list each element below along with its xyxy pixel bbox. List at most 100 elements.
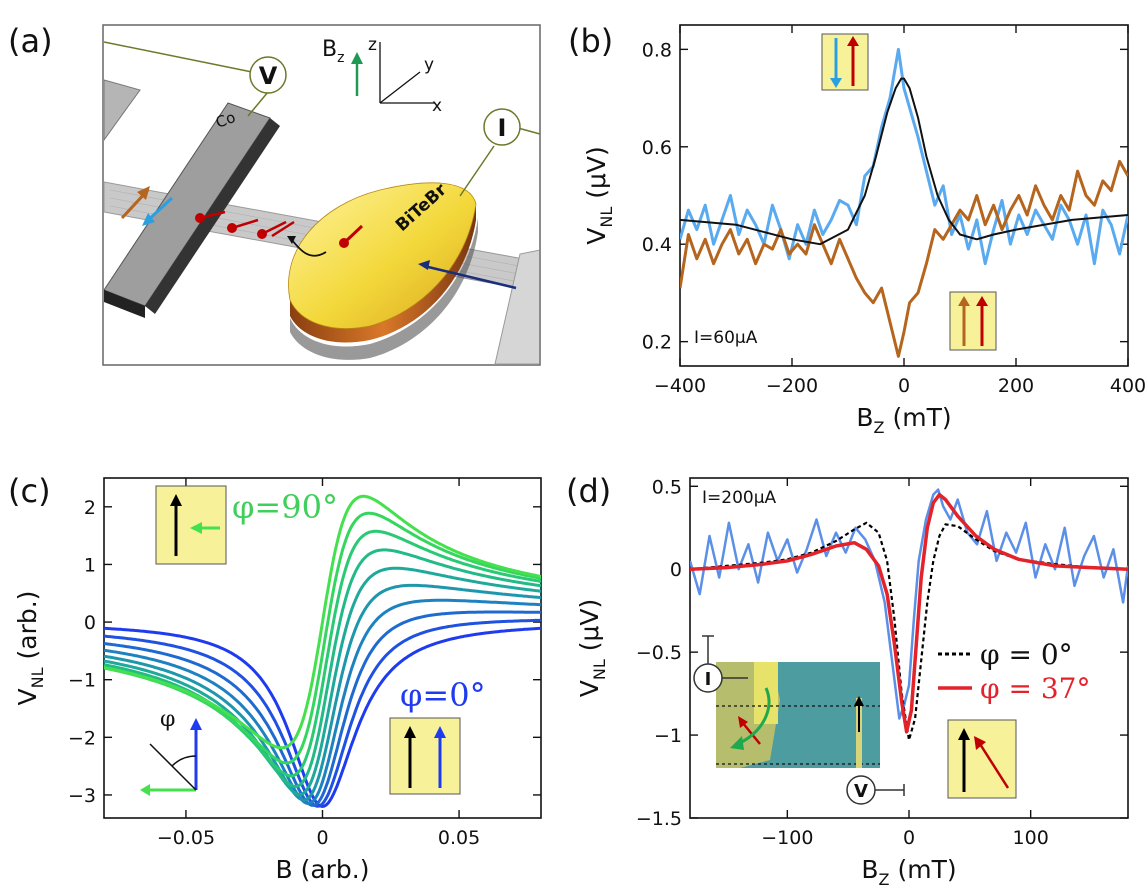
flake-spin-arrow	[342, 224, 364, 245]
diffusion-arrowhead	[287, 236, 296, 244]
left-electrode	[104, 79, 141, 141]
panel-b: (b) −400 −200 0 200 400 0.2 0.4 0.6 0.8 BZ (mT) VN…	[568, 22, 1146, 437]
co-electrode-side	[104, 290, 145, 318]
series-line-1	[680, 159, 1128, 358]
spin-arrowhead-blue	[142, 213, 155, 226]
inset-v-label: V	[854, 781, 868, 802]
axis-z-label: z	[368, 35, 377, 55]
x-axis-label: BZ (mT)	[856, 403, 951, 437]
antiparallel-arrowhead-down	[830, 78, 842, 88]
phi-curve-40	[104, 583, 541, 802]
current-arrowhead	[418, 260, 430, 270]
y-tick-label: 0.6	[642, 137, 672, 159]
y-axis-label-sub: NL	[590, 659, 609, 680]
flake-side	[290, 204, 476, 343]
y-axis-label-unit: (μV)	[575, 599, 604, 659]
panel-label-a: (a)	[8, 22, 53, 60]
antiparallel-icon	[821, 33, 869, 91]
inset-current-head	[730, 736, 744, 750]
y-axis-label-sub: NL	[597, 207, 616, 228]
coordinate-axes	[379, 42, 435, 104]
x-tick-label: 100	[1013, 827, 1049, 849]
y-tick-label: −1	[68, 670, 96, 692]
y-tick-label: 0.2	[642, 332, 672, 354]
y-tick-label: −1	[654, 725, 682, 747]
panel-label-b: (b)	[568, 22, 613, 60]
phi0-label: φ=0°	[400, 676, 486, 714]
x-tick-label: 0	[898, 375, 910, 397]
panel-label-c: (c)	[8, 472, 51, 510]
y-tick-label: 0	[84, 612, 96, 634]
antiparallel-arrowhead-up	[847, 36, 859, 46]
x-tick-label: 400	[1110, 375, 1146, 397]
inset-arrowhead-blue	[190, 718, 202, 730]
bz-arrowhead	[351, 52, 363, 64]
y-axis-label: VNL (μV)	[582, 146, 616, 244]
phi90-arrowhead-black	[170, 494, 182, 506]
v-probe-lead	[247, 91, 269, 117]
y-axis-label-unit: (arb.)	[13, 591, 42, 668]
phi-curve-50	[104, 566, 541, 796]
i-probe-label: I	[498, 114, 507, 142]
plot-area	[680, 47, 1128, 358]
phi37-arrowhead-black	[958, 728, 970, 740]
y-tick-label: −0.5	[636, 642, 682, 664]
x-tick-label: 0	[316, 827, 328, 849]
x-axis-label: B (arb.)	[275, 855, 369, 884]
inset-angle-arc	[171, 755, 197, 767]
i-probe-wire	[517, 127, 541, 135]
bitebr-flake	[288, 182, 477, 329]
x-tick-label: 200	[998, 375, 1034, 397]
y-tick-label: 0.5	[652, 476, 682, 498]
parallel-arrowhead-red	[976, 296, 988, 306]
current-annotation: I=200μA	[702, 488, 777, 508]
co-label: Co	[213, 108, 238, 132]
spin-chain	[195, 210, 295, 239]
x-tick-label: −100	[761, 827, 813, 849]
panel-d: (d) −100 0 100−1.5−1−0.500.5BZ (mT)VNL (μV…	[566, 472, 1129, 889]
panel-a: (a) Co	[8, 22, 541, 366]
phi0-arrowhead-blue	[434, 726, 446, 738]
plot-area	[104, 494, 541, 809]
v-probe	[249, 56, 287, 94]
inset-spin-black-head	[854, 696, 864, 706]
series-line-0	[680, 47, 1128, 266]
x-axis-label-sub: Z	[879, 870, 890, 889]
phi37-arrowhead-red	[974, 736, 986, 750]
y-axis-label-unit: (μV)	[582, 146, 611, 206]
x-tick-label: −0.05	[157, 827, 215, 849]
series-line-2	[690, 488, 1128, 720]
y-tick-label: 0.8	[642, 39, 672, 61]
axis-y-label: y	[424, 55, 434, 75]
phi-curve-0	[104, 626, 541, 809]
inset-arrowhead-green	[140, 784, 150, 796]
current-arrow	[423, 264, 517, 290]
inset-phi-label: φ	[160, 707, 175, 732]
phi-curve-60	[104, 548, 541, 788]
inset-current-path	[737, 687, 771, 746]
phi-curve-30	[104, 598, 541, 806]
x-axis-label: BZ (mT)	[861, 855, 956, 889]
phi-curve-20	[104, 610, 541, 807]
x-tick-label: −200	[766, 375, 818, 397]
bz-label: Bz	[322, 37, 344, 66]
i-probe-lead	[459, 145, 495, 197]
series-line-2	[680, 77, 1128, 246]
panel-label-d: (d)	[566, 472, 611, 510]
x-tick-label: 0	[903, 827, 915, 849]
plot-area	[690, 488, 1128, 742]
diffusion-path	[291, 239, 327, 257]
current-annotation: I=60μA	[694, 328, 758, 348]
panel-c-plot: −0.05 0 0.05 −3 −2 −1 0 1 2 B (arb.) VNL (arb.)	[13, 477, 542, 884]
phi-curve-10	[104, 618, 541, 808]
spin-arrowhead-brown	[137, 186, 150, 200]
y-axis-label: VNL (arb.)	[13, 591, 47, 706]
inset-contact	[856, 698, 862, 768]
y-axis-label-sub: NL	[28, 667, 47, 688]
x-tick-label: 0.05	[438, 827, 480, 849]
panel-d-plot: −100 0 100−1.5−1−0.500.5BZ (mT)VNL (μV)I=2…	[575, 476, 1129, 889]
panel-b-plot: −400 −200 0 200 400 0.2 0.4 0.6 0.8 BZ (mT) VNL (μ…	[582, 24, 1146, 437]
y-axis-label: VNL (μV)	[575, 599, 609, 697]
y-tick-label: 2	[84, 497, 96, 519]
